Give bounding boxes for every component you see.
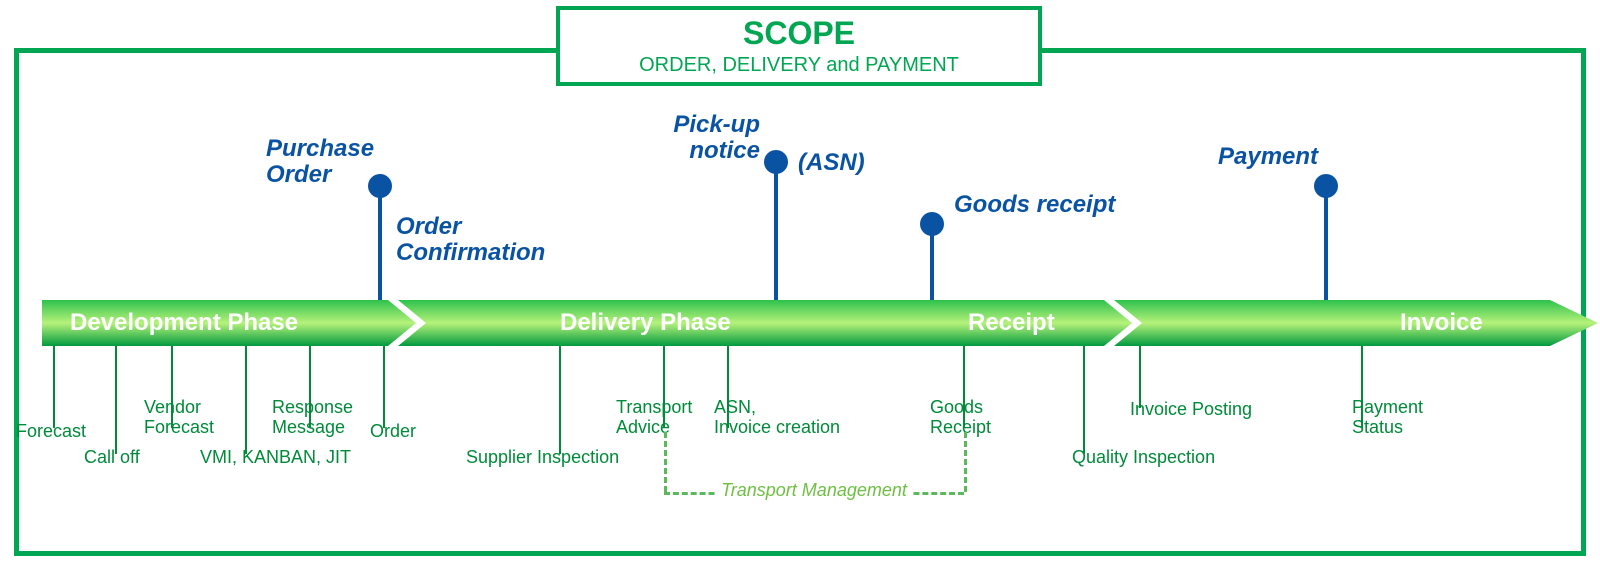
milestone-label: Order Confirmation	[396, 214, 545, 267]
milestone-dot	[764, 150, 788, 174]
milestone-label: Purchase Order	[266, 136, 374, 189]
milestone-label: Payment	[1218, 144, 1318, 170]
milestone-label: (ASN)	[798, 150, 865, 176]
tick-stem	[245, 346, 247, 454]
tick-stem	[559, 346, 561, 454]
milestone-dot	[1314, 174, 1338, 198]
milestone-stem	[774, 162, 778, 300]
tick-label: Vendor Forecast	[144, 398, 214, 438]
tm-dashed-line	[964, 432, 967, 492]
tick-label: Goods Receipt	[930, 398, 991, 438]
milestone-dot	[920, 212, 944, 236]
tick-stem	[53, 346, 55, 428]
tick-label: VMI, KANBAN, JIT	[200, 448, 351, 468]
transport-management-label: Transport Management	[717, 480, 911, 501]
tick-label: Supplier Inspection	[466, 448, 619, 468]
tick-label: Response Message	[272, 398, 353, 438]
tick-stem	[383, 346, 385, 428]
diagram-canvas: SCOPE ORDER, DELIVERY and PAYMENT Develo…	[0, 0, 1600, 572]
tick-label: Transport Advice	[616, 398, 692, 438]
tick-label: Call off	[84, 448, 140, 468]
milestone-label: Pick-up notice	[666, 112, 760, 165]
tick-stem	[115, 346, 117, 454]
milestone-stem	[1324, 186, 1328, 300]
tick-label: Quality Inspection	[1072, 448, 1215, 468]
tick-label: Payment Status	[1352, 398, 1423, 438]
milestone-stem	[378, 186, 382, 300]
tick-stem	[1083, 346, 1085, 454]
tick-label: Forecast	[16, 422, 86, 442]
tick-label: ASN, Invoice creation	[714, 398, 840, 438]
tm-dashed-line	[664, 432, 667, 492]
tick-label: Order	[370, 422, 416, 442]
milestone-label: Goods receipt	[954, 192, 1115, 218]
tick-label: Invoice Posting	[1130, 400, 1252, 420]
